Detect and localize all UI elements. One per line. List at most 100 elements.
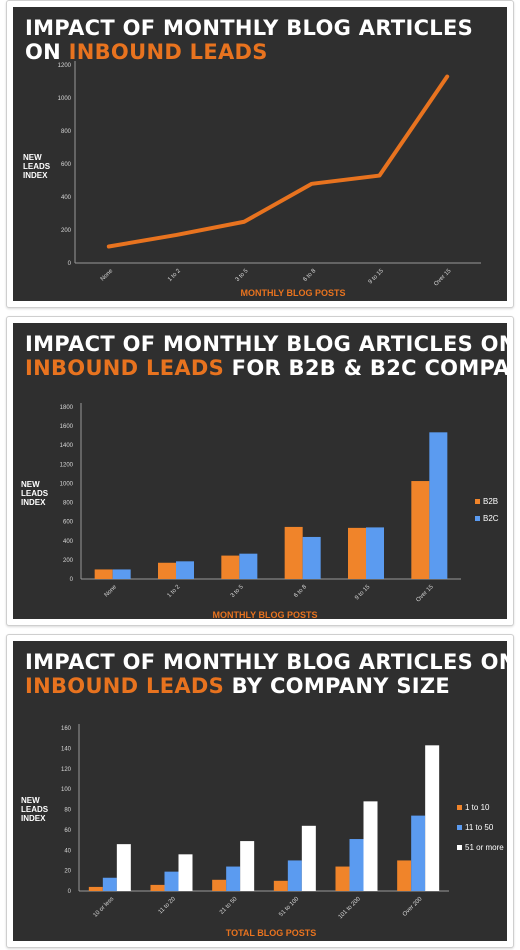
data-point xyxy=(379,175,380,177)
data-point xyxy=(311,183,313,185)
chart-panel-3: IMPACT OF MONTHLY BLOG ARTICLES ON INBOU… xyxy=(6,634,514,948)
chart-title-line-2: ON INBOUND LEADS xyxy=(25,40,268,64)
bar xyxy=(178,854,193,891)
x-tick-label: None xyxy=(100,268,115,283)
y-tick-label: 1600 xyxy=(60,424,74,430)
y-tick-label: 600 xyxy=(61,162,72,168)
legend-swatch xyxy=(457,805,462,810)
x-axis-label: MONTHLY BLOG POSTS xyxy=(212,610,317,619)
bar xyxy=(176,561,194,579)
legend-label: 1 to 10 xyxy=(465,803,490,812)
legend-label: 51 or more xyxy=(465,843,504,852)
bar xyxy=(94,569,113,579)
x-tick-label: Over 200 xyxy=(402,896,424,918)
y-tick-label: 400 xyxy=(63,539,74,545)
y-tick-label: 80 xyxy=(64,808,71,814)
y-tick-label: 60 xyxy=(64,828,71,834)
y-axis-label-line-1: NEW xyxy=(23,153,42,162)
x-tick-label: 10 or less xyxy=(93,896,116,919)
legend-swatch xyxy=(475,499,480,504)
data-point xyxy=(446,76,448,78)
data-line xyxy=(106,74,450,249)
legend-swatch xyxy=(457,825,462,830)
y-tick-label: 0 xyxy=(68,889,72,895)
x-tick-label: 3 to 5 xyxy=(230,584,245,599)
chart-area-1: IMPACT OF MONTHLY BLOG ARTICLES ON INBOU… xyxy=(13,7,507,301)
y-tick-label: 120 xyxy=(61,767,72,773)
x-tick-label: 9 to 15 xyxy=(354,584,372,602)
chart-title-white-tail: BY COMPANY SIZE xyxy=(224,674,450,698)
y-axis-label-line-2: LEADS xyxy=(21,805,49,814)
y-tick-label: 1200 xyxy=(60,462,74,468)
x-tick-label: Over 15 xyxy=(433,268,453,288)
data-point xyxy=(176,234,177,236)
bar xyxy=(239,553,258,579)
x-tick-label: 1 to 2 xyxy=(167,584,182,599)
x-tick-label: 11 to 20 xyxy=(158,896,178,916)
y-tick-label: 800 xyxy=(61,129,72,135)
bar xyxy=(116,844,131,891)
bar xyxy=(363,801,378,891)
line-chart: IMPACT OF MONTHLY BLOG ARTICLES ON INBOU… xyxy=(23,16,481,298)
y-tick-label: 40 xyxy=(64,848,71,854)
y-tick-label: 200 xyxy=(63,558,74,564)
y-tick-label: 0 xyxy=(68,261,72,267)
legend-label: B2C xyxy=(483,514,499,523)
bar xyxy=(273,880,288,891)
bar xyxy=(301,825,316,891)
y-tick-label: 20 xyxy=(64,869,71,875)
y-tick-label: 1200 xyxy=(58,63,72,69)
y-tick-label: 200 xyxy=(61,228,72,234)
chart-title-line-2: INBOUND LEADS BY COMPANY SIZE xyxy=(25,674,450,698)
x-tick-label: 1 to 2 xyxy=(167,268,182,283)
x-axis-label: MONTHLY BLOG POSTS xyxy=(240,288,345,298)
legend-label: 11 to 50 xyxy=(465,823,494,832)
y-tick-label: 0 xyxy=(70,577,74,583)
chart-area-2: IMPACT OF MONTHLY BLOG ARTICLES ON INBOU… xyxy=(13,323,507,619)
chart-title-orange-part: INBOUND LEADS xyxy=(25,674,224,698)
legend-label: B2B xyxy=(483,497,498,506)
x-tick-label: 51 to 100 xyxy=(278,896,300,918)
bar xyxy=(158,562,176,579)
bar xyxy=(240,841,255,891)
bar xyxy=(221,555,240,579)
chart-title-line-1: IMPACT OF MONTHLY BLOG ARTICLES ON xyxy=(25,650,507,674)
bar-chart-b2b-b2c: IMPACT OF MONTHLY BLOG ARTICLES ON INBOU… xyxy=(21,332,507,619)
bar xyxy=(150,884,165,891)
bar xyxy=(411,481,430,579)
x-tick-label: Over 15 xyxy=(415,584,435,604)
x-tick-label: 21 to 50 xyxy=(219,896,239,916)
data-point xyxy=(243,221,245,223)
chart-title-orange-part: INBOUND LEADS xyxy=(25,356,224,380)
bar xyxy=(429,432,448,579)
y-tick-label: 1000 xyxy=(60,481,74,487)
x-tick-label: 9 to 15 xyxy=(368,268,386,286)
chart-title-line-1: IMPACT OF MONTHLY BLOG ARTICLES xyxy=(25,16,473,40)
bar xyxy=(335,866,350,891)
y-axis-label-line-3: INDEX xyxy=(21,498,46,507)
bar xyxy=(366,527,384,579)
x-tick-label: 6 to 8 xyxy=(302,268,317,283)
y-tick-label: 1400 xyxy=(60,443,74,449)
bar xyxy=(287,860,302,891)
bar xyxy=(226,866,241,891)
bar xyxy=(302,536,321,579)
legend-swatch xyxy=(475,516,480,521)
bar xyxy=(411,815,426,891)
chart-panel-1: IMPACT OF MONTHLY BLOG ARTICLES ON INBOU… xyxy=(6,0,514,308)
y-tick-label: 140 xyxy=(61,746,72,752)
y-axis-label-line-2: LEADS xyxy=(23,162,51,171)
bar xyxy=(284,526,303,579)
chart-title-line-2: INBOUND LEADS FOR B2B & B2C COMPANIES xyxy=(25,356,507,380)
data-point xyxy=(108,246,110,247)
bar-chart-company-size: IMPACT OF MONTHLY BLOG ARTICLES ON INBOU… xyxy=(21,650,507,938)
y-axis-label-line-3: INDEX xyxy=(23,171,48,180)
bar xyxy=(349,839,364,891)
x-tick-label: 3 to 5 xyxy=(235,268,250,283)
chart-title-white-tail: FOR B2B & B2C COMPANIES xyxy=(224,356,507,380)
y-axis-label-line-1: NEW xyxy=(21,480,40,489)
bar xyxy=(348,527,366,579)
x-tick-label: 101 to 200 xyxy=(338,896,363,921)
y-axis-label-line-2: LEADS xyxy=(21,489,49,498)
bar xyxy=(88,886,103,891)
